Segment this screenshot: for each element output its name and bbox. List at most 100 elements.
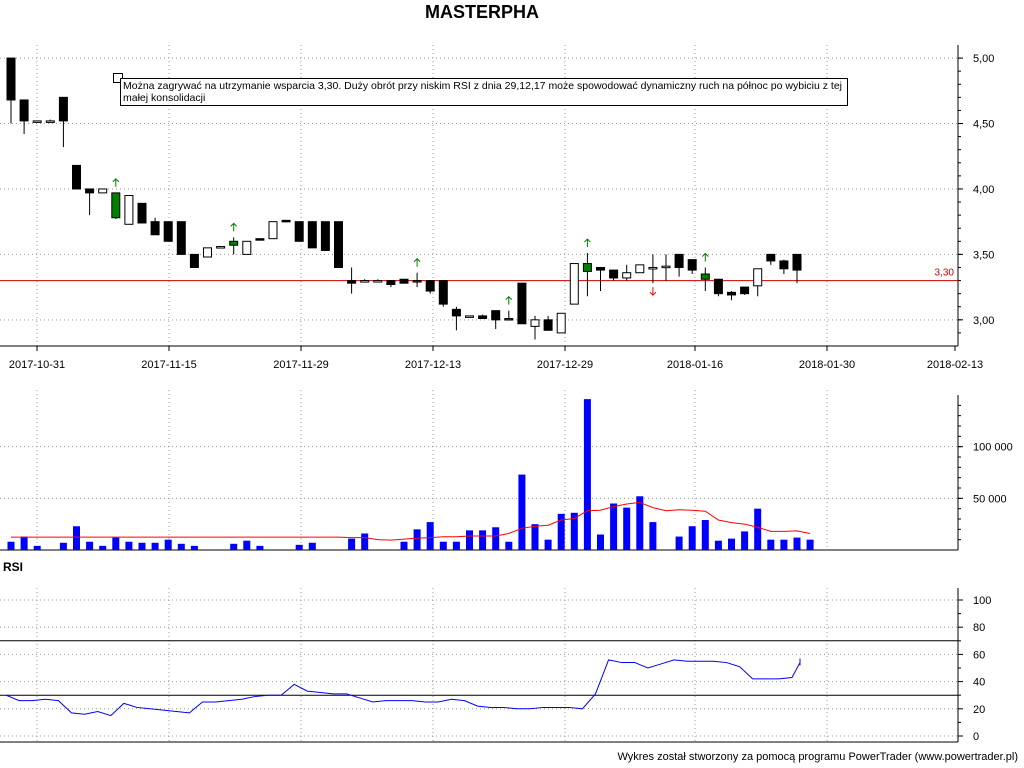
candle-body <box>137 202 147 224</box>
rsi-tick-label: 80 <box>973 622 985 634</box>
candle-body <box>687 259 697 271</box>
candle-body <box>242 240 252 255</box>
candle-body <box>320 221 330 251</box>
candle-body <box>360 280 370 283</box>
volume-bar <box>20 536 28 550</box>
candle-body <box>425 280 435 292</box>
candle-body <box>85 188 95 194</box>
candle-body <box>32 120 42 123</box>
volume-bar <box>361 533 369 550</box>
buy-signal-arrow <box>701 252 709 262</box>
volume-bar <box>33 545 41 550</box>
volume-bar <box>112 537 120 550</box>
candle-body <box>111 192 121 219</box>
volume-bar <box>73 526 80 550</box>
rsi-line <box>5 658 801 717</box>
volume-bar <box>348 538 356 550</box>
candle-body <box>189 253 199 268</box>
price-tick-label: 3,00 <box>973 315 994 327</box>
chart-title: MASTERPHA <box>424 2 539 22</box>
volume-bar <box>636 496 644 550</box>
volume-bar <box>177 543 185 550</box>
candle-body <box>72 164 81 190</box>
candle-body <box>727 291 736 296</box>
volume-bar <box>492 527 500 550</box>
candle-body <box>307 221 317 249</box>
candle-body <box>596 266 605 271</box>
candle-body <box>334 221 343 268</box>
candle-body <box>530 319 540 327</box>
candle-body <box>438 280 448 305</box>
rsi-tick-label: 40 <box>973 677 985 689</box>
candle-body <box>6 57 16 101</box>
volume-bar <box>597 534 604 550</box>
volume-bar <box>505 541 513 550</box>
volume-bar <box>125 541 133 550</box>
candle-body <box>216 246 226 249</box>
price-tick-label: 5,00 <box>973 53 994 65</box>
candle-body <box>622 272 632 279</box>
date-tick-label: 2017-11-15 <box>141 359 196 371</box>
date-tick-label: 2018-01-30 <box>799 359 855 371</box>
volume-bar <box>308 542 316 550</box>
volume-bar <box>544 539 552 550</box>
volume-bar <box>649 522 657 550</box>
volume-bar <box>754 508 762 550</box>
buy-signal-arrow <box>584 238 591 248</box>
price-tick-label: 4,00 <box>973 184 994 196</box>
candle-body <box>792 253 802 271</box>
volume-tick-label: 50 000 <box>973 493 1007 505</box>
buy-signal-arrow <box>505 295 513 305</box>
candle-body <box>373 280 383 283</box>
candle-body <box>753 268 763 287</box>
date-tick-label: 2017-12-29 <box>537 359 593 371</box>
grid-lines <box>0 45 958 742</box>
candle-body <box>98 188 108 194</box>
annotation-box: Można zagrywać na utrzymanie wsparcia 3,… <box>120 78 848 106</box>
volume-bar <box>531 524 539 550</box>
volume-bar <box>243 540 251 550</box>
candle-body <box>150 221 160 236</box>
candle-body <box>661 265 671 269</box>
volume-bar <box>59 542 67 550</box>
candle-body <box>478 315 488 320</box>
rsi-tick-label: 20 <box>973 704 985 716</box>
volume-bar <box>767 539 775 550</box>
price-tick-label: 4,50 <box>973 119 994 131</box>
candle-body <box>19 99 29 122</box>
candle-body <box>648 266 658 270</box>
candle-body <box>268 221 278 240</box>
candle-body <box>45 120 55 123</box>
volume-bar <box>675 536 683 550</box>
volume-moving-average <box>11 501 811 541</box>
axes <box>0 45 963 743</box>
volume-bar <box>518 474 526 550</box>
volume-bar <box>138 542 146 550</box>
candle-body <box>491 310 501 321</box>
candle-body <box>713 278 723 295</box>
candle-body <box>700 273 710 280</box>
candle-body <box>504 318 514 321</box>
volume-bar <box>570 512 578 550</box>
volume-bar <box>610 503 618 550</box>
candle-body <box>281 219 291 223</box>
candle-body <box>556 312 566 334</box>
candle-body <box>412 280 422 283</box>
rsi-tick-label: 60 <box>973 649 985 661</box>
buy-signal-arrow <box>112 178 120 187</box>
volume-bar <box>256 545 264 550</box>
rsi-series <box>0 640 958 717</box>
candle-body <box>569 263 579 305</box>
candle-body <box>347 280 357 284</box>
date-tick-label: 2017-12-13 <box>405 359 461 371</box>
candle-body <box>203 247 212 258</box>
axis-labels: 3,00 3,50 4,00 4,50 5,00 2017-10-31 2017-11-15… <box>9 53 1013 743</box>
candle-body <box>517 282 527 325</box>
volume-bar <box>190 545 198 550</box>
candle-body <box>294 221 304 242</box>
price-tick-label: 3,50 <box>973 249 994 261</box>
volume-tick-label: 100 000 <box>973 442 1013 454</box>
volume-bar <box>439 541 447 550</box>
candle-body <box>674 253 684 268</box>
